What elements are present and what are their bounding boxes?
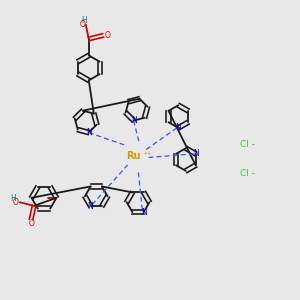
Text: N: N (88, 202, 94, 211)
Text: O: O (13, 198, 19, 207)
Text: H: H (81, 16, 87, 25)
Text: Cl -: Cl - (240, 140, 255, 148)
Text: N: N (176, 123, 181, 132)
Text: N: N (141, 208, 147, 217)
Text: H: H (10, 194, 16, 203)
Text: ++: ++ (142, 151, 152, 156)
Text: Ru: Ru (126, 151, 141, 161)
Text: O: O (104, 31, 110, 40)
Text: Cl -: Cl - (240, 169, 255, 178)
Text: O: O (28, 219, 34, 228)
Text: N: N (86, 128, 92, 137)
Text: O: O (79, 20, 85, 28)
Text: N: N (131, 116, 137, 125)
Text: N: N (193, 149, 199, 158)
